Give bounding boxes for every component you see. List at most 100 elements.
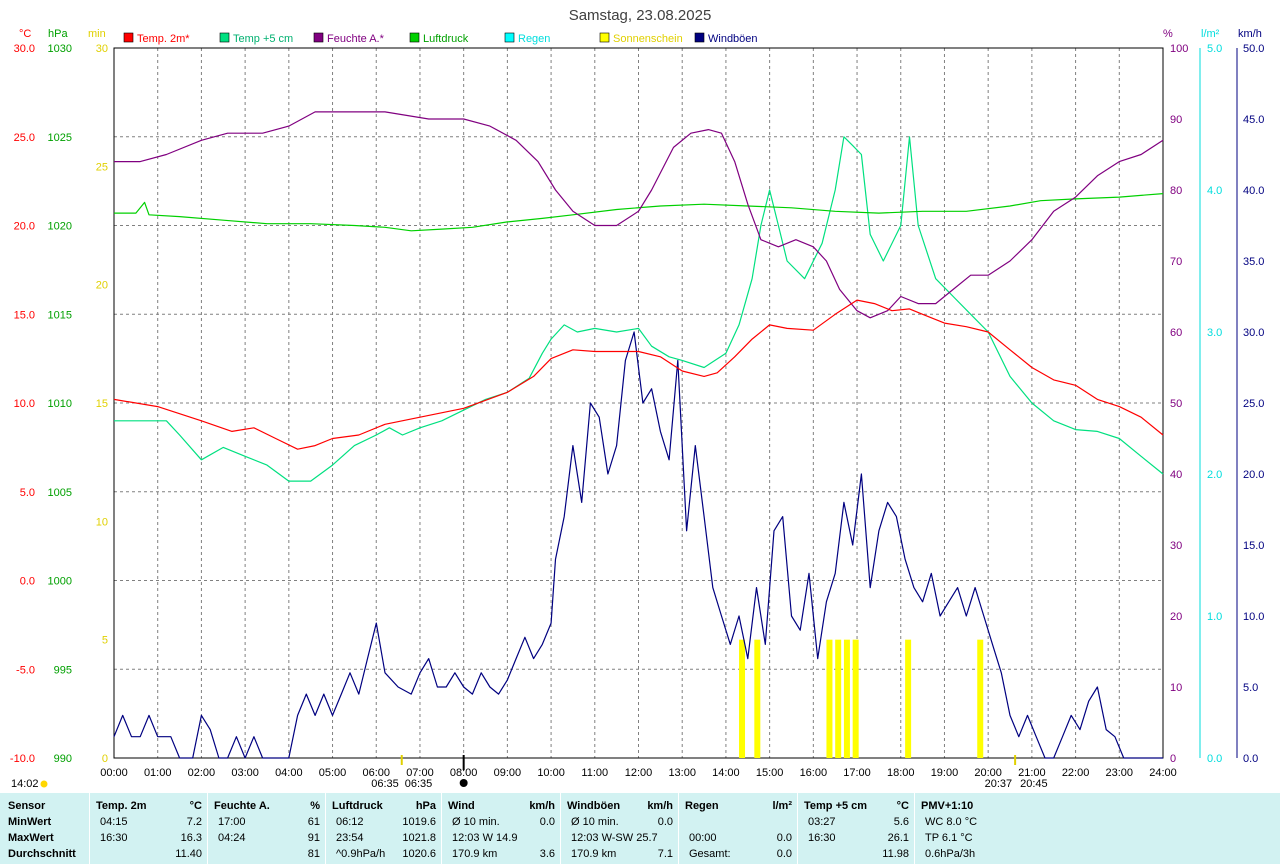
humidity-unit-label: % — [1163, 28, 1173, 40]
column-unit: l/m² — [772, 800, 792, 812]
humidity-tick-label: 80 — [1170, 185, 1182, 197]
x-tick-label: 08:00 — [450, 767, 478, 779]
sunshine-bar — [852, 639, 859, 758]
pressure-tick-label: 1025 — [48, 132, 72, 144]
moon-time-label: 14:02 — [11, 778, 39, 790]
row-label: Durchschnitt — [8, 848, 76, 860]
x-tick-label: 00:00 — [100, 767, 128, 779]
humidity-tick-label: 30 — [1170, 540, 1182, 552]
row-label: Sensor — [8, 800, 46, 812]
column-unit: °C — [896, 800, 909, 812]
legend-label: Regen — [518, 33, 550, 45]
gust-tick-label: 35.0 — [1243, 256, 1264, 268]
summary-cell-value: 91 — [307, 832, 320, 844]
rain-tick-label: 2.0 — [1207, 469, 1222, 481]
summary-cell-left: 17:00 — [218, 816, 246, 828]
summary-column: Temp +5 cm °C 03:27 5.6 16:30 26.1 11.98 — [797, 793, 915, 864]
sunset-time-label: 20:37 — [985, 778, 1013, 790]
x-tick-label: 07:00 — [406, 767, 434, 779]
x-tick-label: 13:00 — [668, 767, 696, 779]
legend-swatch — [409, 32, 420, 43]
gust-tick-label: 15.0 — [1243, 540, 1264, 552]
humidity-tick-label: 60 — [1170, 327, 1182, 339]
temp-tick-label: 10.0 — [14, 398, 35, 410]
sun-tick-label: 5 — [102, 635, 108, 647]
humidity-tick-label: 90 — [1170, 114, 1182, 126]
temp-tick-label: -10.0 — [10, 753, 35, 765]
x-tick-label: 22:00 — [1062, 767, 1090, 779]
legend-swatch — [694, 32, 705, 43]
summary-column: Regen l/m² 00:00 0.0 Gesamt: 0.0 — [678, 793, 798, 864]
pressure-tick-label: 1000 — [48, 576, 72, 588]
summary-cell-value: 5.6 — [893, 816, 909, 828]
temp-tick-label: 5.0 — [20, 487, 35, 499]
sunshine-bar — [977, 639, 984, 758]
summary-column: Temp. 2m °C 04:15 7.2 16:30 16.3 11.40 — [89, 793, 208, 864]
summary-column: Wind km/h Ø 10 min. 0.0 12:03 W 14.9 170.9 km… — [441, 793, 561, 864]
x-tick-label: 18:00 — [887, 767, 915, 779]
sun-tick-label: 25 — [96, 161, 108, 173]
sunshine-bars — [739, 639, 984, 758]
pressure-tick-label: 1030 — [48, 43, 72, 55]
rain-tick-label: 4.0 — [1207, 185, 1222, 197]
pressure-tick-label: 1005 — [48, 487, 72, 499]
summary-cell-left: 170.9 km — [452, 848, 498, 860]
temp-tick-label: 20.0 — [14, 221, 35, 233]
summary-cell-value: 7.2 — [186, 816, 202, 828]
sunshine-bar — [905, 639, 912, 758]
rain-tick-label: 0.0 — [1207, 753, 1222, 765]
summary-cell-value: 7.1 — [657, 848, 673, 860]
column-header: Luftdruck — [332, 800, 383, 812]
x-tick-label: 14:00 — [712, 767, 740, 779]
summary-column: Luftdruck hPa 06:12 1019.6 23:54 1021.8 ^0.9hP… — [325, 793, 442, 864]
summary-cell-left: 00:00 — [689, 832, 717, 844]
summary-cell-left: WC 8.0 °C — [925, 816, 978, 828]
chart-grid — [114, 48, 1163, 758]
summary-table: Sensor MinWert MaxWert Durchschnitt Temp. 2m… — [0, 793, 1280, 864]
temp-unit-label: °C — [19, 28, 31, 40]
column-header: Feuchte A. — [214, 800, 270, 812]
pressure-tick-label: 990 — [54, 753, 72, 765]
legend-swatch — [219, 32, 230, 43]
temp-tick-label: 0.0 — [20, 576, 35, 588]
chart-axes — [113, 47, 1238, 759]
x-tick-label: 15:00 — [756, 767, 784, 779]
series-lines — [113, 111, 1164, 759]
gust-tick-label: 30.0 — [1243, 327, 1264, 339]
pressure-line — [114, 193, 1164, 232]
pressure-tick-label: 1010 — [48, 398, 72, 410]
sunrise-time-label: 06:35 — [371, 778, 399, 790]
humidity-tick-label: 70 — [1170, 256, 1182, 268]
summary-cell-left: 0.6hPa/3h — [925, 848, 976, 860]
legend-label: Feuchte A.* — [327, 33, 385, 45]
axis-tick-labels: 30.025.020.015.010.05.00.0-5.0-10.010301… — [10, 43, 1265, 779]
column-header: Temp +5 cm — [804, 800, 868, 812]
x-tick-label: 19:00 — [931, 767, 959, 779]
summary-cell-left: TP 6.1 °C — [925, 832, 973, 844]
x-tick-label: 12:00 — [625, 767, 653, 779]
summary-cell-left: Gesamt: — [689, 848, 731, 860]
sun-unit-label: min — [88, 28, 106, 40]
sun-tick-label: 15 — [96, 398, 108, 410]
column-unit: °C — [189, 800, 202, 812]
column-header: PMV+1:10 — [921, 800, 974, 812]
x-tick-label: 16:00 — [800, 767, 828, 779]
axis-units: °C hPa min% l/m² km/h — [19, 28, 1262, 40]
rain-tick-label: 1.0 — [1207, 611, 1222, 623]
summary-column: PMV+1:10 WC 8.0 °C TP 6.1 °C 0.6hPa/3h — [914, 793, 1041, 864]
humidity-tick-label: 100 — [1170, 43, 1188, 55]
temp-tick-label: -5.0 — [16, 664, 35, 676]
sun-tick-label: 0 — [102, 753, 108, 765]
humidity-tick-label: 0 — [1170, 753, 1176, 765]
summary-cell-left: 06:12 — [336, 816, 364, 828]
humidity-tick-label: 20 — [1170, 611, 1182, 623]
column-unit: km/h — [529, 800, 555, 812]
row-label: MinWert — [8, 816, 52, 828]
summary-cell-left: ^0.9hPa/h — [336, 848, 386, 860]
humidity-tick-label: 40 — [1170, 469, 1182, 481]
summary-cell-value: 81 — [307, 848, 320, 860]
legend-swatch — [599, 32, 610, 43]
gust-tick-label: 0.0 — [1243, 753, 1258, 765]
summary-cell-value: 61 — [307, 816, 320, 828]
sunrise-label: 06:35 — [405, 778, 433, 790]
